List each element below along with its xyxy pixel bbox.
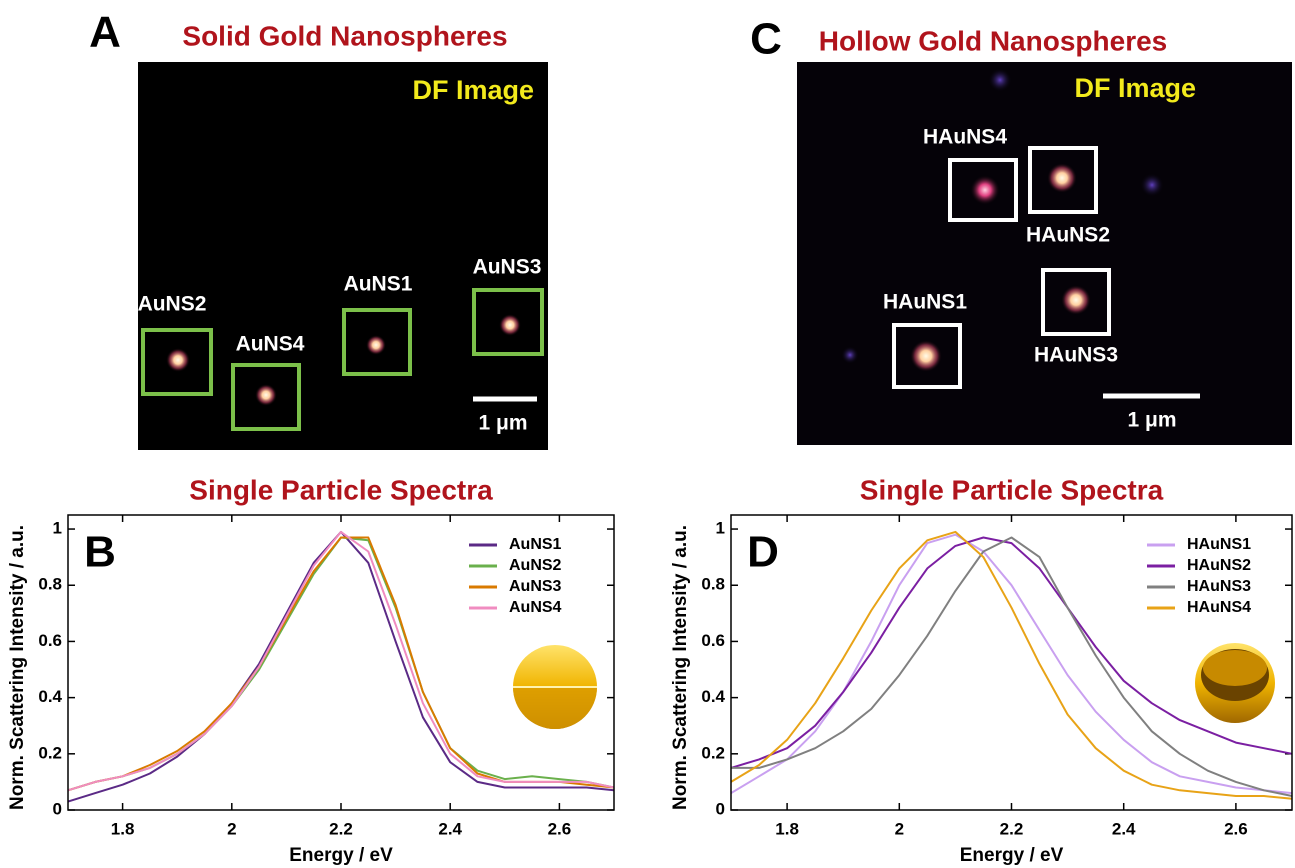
legend-label: HAuNS4 (1187, 599, 1251, 616)
x-tick-label: 2 (227, 819, 236, 838)
legend-label: AuNS2 (509, 557, 562, 574)
particle-label: HAuNS3 (1034, 344, 1118, 367)
legend-label: AuNS4 (509, 599, 562, 616)
particle-label: AuNS2 (138, 293, 207, 316)
background-spot (841, 346, 859, 364)
legend-label: HAuNS2 (1187, 557, 1251, 574)
chart-title: Single Particle Spectra (860, 474, 1164, 505)
legend-label: AuNS1 (509, 536, 562, 553)
y-tick-label: 0.2 (701, 743, 725, 762)
x-tick-label: 1.8 (111, 819, 135, 838)
x-tick-label: 2.2 (329, 819, 353, 838)
x-tick-label: 2.4 (438, 819, 462, 838)
particle-label: HAuNS4 (923, 126, 1007, 149)
x-tick-label: 2.2 (1000, 819, 1024, 838)
hollow-sphere-icon (1195, 643, 1275, 723)
particle (366, 335, 386, 355)
y-tick-label: 0.4 (701, 687, 725, 706)
particle (970, 175, 1000, 205)
particle-label: AuNS3 (473, 256, 542, 279)
x-tick-label: 2 (895, 819, 904, 838)
y-tick-label: 0.8 (701, 575, 725, 594)
particle (499, 314, 521, 336)
x-tick-label: 1.8 (775, 819, 799, 838)
y-tick-label: 0 (716, 799, 725, 818)
panel-title: Solid Gold Nanospheres (182, 20, 507, 51)
panel-a: A Solid Gold Nanospheres DF Image AuNS2 … (89, 8, 548, 450)
particle-label: HAuNS1 (883, 291, 967, 314)
image-overlay: DF Image (1074, 73, 1196, 103)
particle (1047, 163, 1077, 193)
y-tick-label: 0.6 (701, 631, 725, 650)
x-tick-label: 2.6 (1224, 819, 1248, 838)
panel-title: Hollow Gold Nanospheres (819, 25, 1167, 56)
particle (255, 384, 277, 406)
image-overlay: DF Image (412, 75, 534, 105)
x-tick-label: 2.4 (1112, 819, 1136, 838)
particle (910, 340, 942, 372)
particle-label: AuNS1 (344, 273, 413, 296)
y-tick-label: 1 (716, 519, 725, 538)
y-tick-label: 0.4 (38, 687, 62, 706)
panel-c: C Hollow Gold Nanospheres DF Image HAuNS… (750, 15, 1292, 445)
y-tick-label: 1 (53, 519, 62, 538)
x-axis-label: Energy / eV (289, 845, 393, 866)
y-tick-label: 0.6 (38, 631, 62, 650)
chart-title: Single Particle Spectra (189, 474, 493, 505)
solid-sphere-icon (513, 645, 597, 729)
figure: A Solid Gold Nanospheres DF Image AuNS2 … (0, 0, 1295, 868)
y-tick-label: 0.8 (38, 575, 62, 594)
particle-label: HAuNS2 (1026, 224, 1110, 247)
panel-letter: C (750, 15, 782, 64)
particle-label: AuNS4 (236, 333, 305, 356)
legend-label: AuNS3 (509, 578, 562, 595)
scale-label: 1 μm (1127, 409, 1176, 432)
panel-letter: B (84, 528, 116, 577)
background-spot (1140, 173, 1164, 197)
x-tick-label: 2.6 (548, 819, 572, 838)
x-axis-label: Energy / eV (960, 845, 1064, 866)
particle (1061, 285, 1091, 315)
y-tick-label: 0.2 (38, 743, 62, 762)
y-axis-label: Norm. Scattering Intensity / a.u. (7, 525, 28, 810)
y-tick-label: 0 (53, 799, 62, 818)
y-axis-label: Norm. Scattering Intensity / a.u. (670, 525, 691, 810)
df-image (797, 62, 1292, 445)
panel-letter: D (747, 528, 779, 577)
scale-label: 1 μm (478, 412, 527, 435)
legend-label: HAuNS3 (1187, 578, 1251, 595)
particle (166, 348, 190, 372)
background-spot (988, 68, 1012, 92)
panel-letter: A (89, 8, 121, 57)
legend-label: HAuNS1 (1187, 536, 1251, 553)
